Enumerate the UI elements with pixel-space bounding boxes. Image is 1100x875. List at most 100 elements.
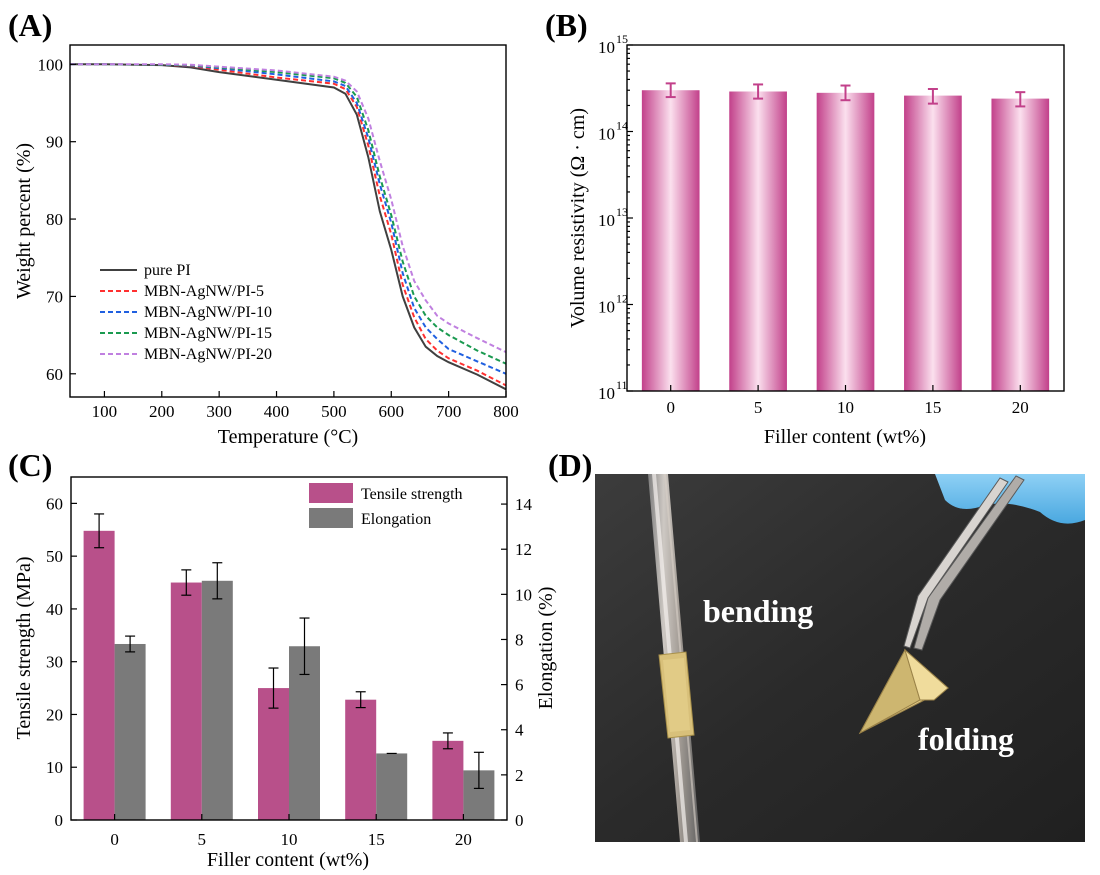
y-tick-exponent: 11 [616,378,628,392]
y-tick-label: 50 [46,547,63,566]
tweezers [903,475,1025,651]
elongation-bar-10 [289,646,320,820]
y-tick-label: 30 [46,653,63,672]
x-tick-label: 10 [837,398,854,417]
elongation-bar-5 [201,580,233,820]
legend-label: MBN-AgNW/PI-20 [144,346,272,363]
legend-label: MBN-AgNW/PI-10 [144,304,272,321]
y-tick-exponent: 14 [616,119,628,133]
label-folding: folding [918,721,1014,757]
bar-20 [991,98,1050,391]
y-tick-label: 100 [38,55,64,74]
chart-a-tga: 100 200 300 400 500 600 700 800 60 70 80 90 100 pure… [13,44,519,448]
bar-10 [816,92,875,391]
y-tick-label: 0 [55,811,64,830]
y-tick-base: 10 [598,384,615,403]
x-tick-label: 200 [149,402,175,421]
photo-d-flexibility: bending folding [595,474,1085,842]
y-tick-label: 80 [46,210,63,229]
x-tick-label: 0 [110,830,119,849]
tensile-bar-0 [83,530,115,820]
y2-tick-label: 8 [515,630,524,649]
legend-label: MBN-AgNW/PI-15 [144,325,272,342]
chart-b-frame [626,44,1065,392]
panel-label-b: (B) [545,7,588,43]
y2-tick-label: 4 [515,721,524,740]
x-tick-label: 400 [264,402,290,421]
legend-swatch [309,483,353,503]
y-tick-label: 60 [46,494,63,513]
x-tick-label: 800 [493,402,519,421]
series-line-2 [70,63,507,375]
bar-15 [904,95,962,392]
chart-a-xlabel: Temperature (°C) [218,426,358,448]
panel-label-a: (A) [8,7,52,43]
elongation-bar-15 [376,753,408,820]
y-tick-label: 60 [46,365,63,384]
legend-label: Tensile strength [361,486,463,503]
series-line-4 [70,63,507,354]
folded-film [858,648,949,735]
chart-c-y2label: Elongation (%) [535,587,557,710]
legend-label: MBN-AgNW/PI-5 [144,283,264,300]
y2-tick-label: 12 [515,540,532,559]
x-tick-label: 100 [92,402,118,421]
series-line-0 [70,63,507,391]
bar-5 [729,91,787,392]
y2-tick-label: 0 [515,811,524,830]
y-tick-label: 10 [46,758,63,777]
tensile-bar-10 [258,688,289,820]
bar-0 [641,90,700,392]
series-line-1 [70,63,507,387]
chart-a-frame [69,44,507,398]
chart-c-legend: Tensile strength Elongation [309,483,463,528]
x-tick-label: 10 [281,830,298,849]
panel-label-c: (C) [8,447,52,483]
y-tick-exponent: 15 [616,32,628,46]
x-tick-label: 15 [924,398,941,417]
chart-c-xlabel: Filler content (wt%) [207,849,369,871]
x-tick-label: 0 [666,398,675,417]
x-tick-label: 300 [206,402,232,421]
legend-label: Elongation [361,511,431,528]
y-tick-exponent: 12 [616,292,628,306]
chart-b-xlabel: Filler content (wt%) [764,426,926,448]
chart-c-ylabel: Tensile strength (MPa) [13,556,35,739]
y-tick-exponent: 13 [616,205,628,219]
elongation-bar-0 [114,643,146,820]
tensile-bar-15 [345,699,377,820]
chart-c-frame [70,476,508,821]
tensile-bar-20 [432,740,464,820]
y-tick-base: 10 [598,38,615,57]
x-tick-label: 20 [1012,398,1029,417]
x-tick-label: 500 [321,402,347,421]
chart-c-mechanical: 0 5 10 15 20 0 10 20 30 40 50 60 0 2 4 6 8 10 12 14 Tensile… [13,476,557,871]
y-tick-base: 10 [598,298,615,317]
y-tick-base: 10 [598,125,615,144]
tensile-bar-5 [170,582,202,820]
legend-label: pure PI [144,262,191,279]
y-tick-label: 90 [46,133,63,152]
legend-swatch [309,508,353,528]
y-tick-label: 20 [46,705,63,724]
chart-a-legend: pure PI MBN-AgNW/PI-5 MBN-AgNW/PI-10 MBN-Ag… [100,262,272,363]
x-tick-label: 600 [379,402,405,421]
label-bending: bending [703,593,813,629]
y2-tick-label: 14 [515,495,533,514]
chart-a-ylabel: Weight percent (%) [13,143,35,299]
x-tick-label: 700 [436,402,462,421]
x-tick-label: 20 [455,830,472,849]
y2-tick-label: 10 [515,585,532,604]
y-tick-base: 10 [598,211,615,230]
y2-tick-label: 6 [515,676,524,695]
y2-tick-label: 2 [515,766,524,785]
x-tick-label: 15 [368,830,385,849]
panel-label-d: (D) [548,447,592,483]
x-tick-label: 5 [754,398,763,417]
x-tick-label: 5 [198,830,207,849]
y-tick-label: 40 [46,600,63,619]
chart-b-ylabel: Volume resistivity (Ω · cm) [567,108,589,328]
y-tick-label: 70 [46,287,63,306]
